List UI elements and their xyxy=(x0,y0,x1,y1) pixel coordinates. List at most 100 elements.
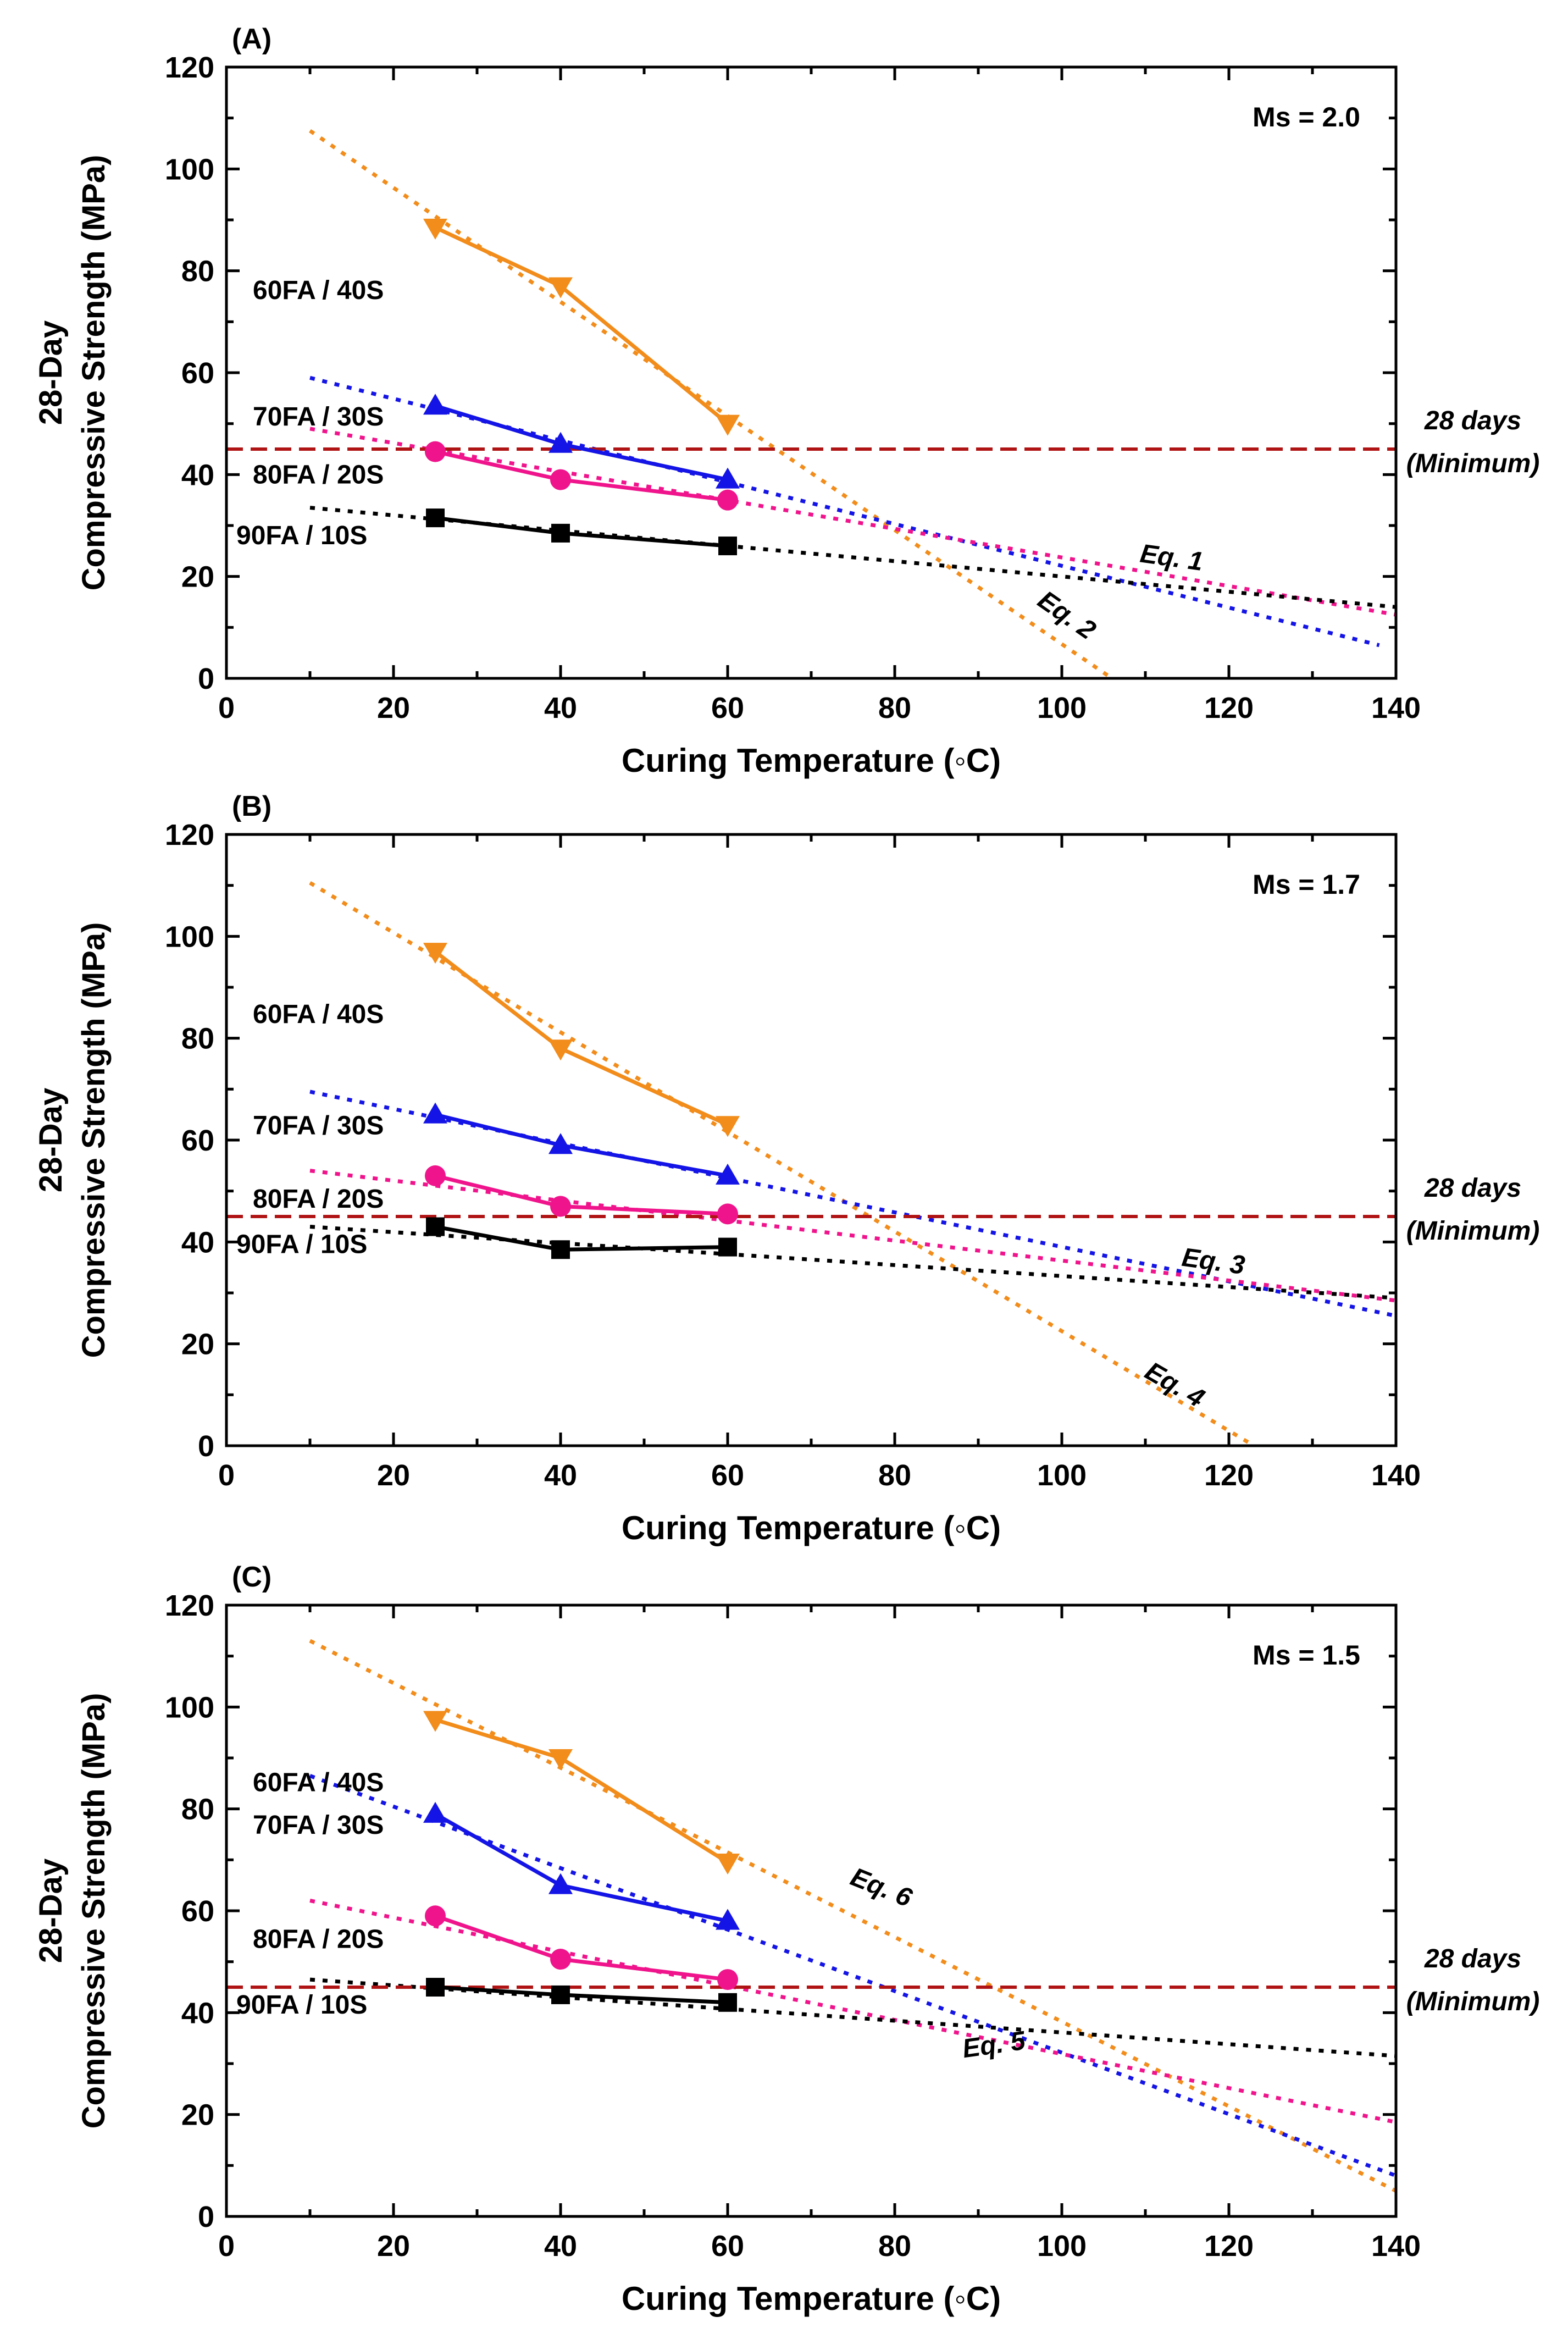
x-tick-label: 140 xyxy=(1371,2230,1421,2263)
data-point xyxy=(548,1749,573,1770)
x-tick-label: 80 xyxy=(878,692,911,725)
x-tick-label: 100 xyxy=(1037,1459,1087,1492)
series-line xyxy=(434,225,729,425)
series-label: 60FA / 40S xyxy=(253,1000,384,1029)
data-point xyxy=(423,943,447,964)
fit-line xyxy=(309,1639,1396,2193)
ms-label: Ms = 2.0 xyxy=(1253,102,1360,132)
data-point xyxy=(426,508,445,528)
data-point xyxy=(551,1240,570,1259)
x-tick-label: 120 xyxy=(1204,2230,1254,2263)
data-point xyxy=(423,1711,447,1732)
data-point xyxy=(716,1909,740,1930)
reference-label-minimum: (Minimum) xyxy=(1406,1216,1540,1246)
fit-lines xyxy=(309,129,1396,678)
x-tick-label: 40 xyxy=(544,692,577,725)
data-point xyxy=(550,1949,571,1970)
plot-frame xyxy=(225,1603,1398,2218)
data-point xyxy=(717,1203,738,1225)
data-point xyxy=(426,1217,445,1236)
y-tick-label: 100 xyxy=(165,153,214,186)
panel-1: 0 20 40 60 80 100 120 140 0 20 40 60 80 100 120 60FA / … xyxy=(33,23,1539,779)
fit-lines xyxy=(309,1639,1396,2193)
equation-label: Eq. 6 xyxy=(846,1862,916,1913)
x-tick-label: 140 xyxy=(1371,692,1421,725)
x-tick-label: 60 xyxy=(711,692,744,725)
data-point xyxy=(718,1237,737,1257)
data-point xyxy=(718,537,737,556)
ms-label: Ms = 1.7 xyxy=(1253,869,1360,900)
x-axis-title: Curing Temperature (◦C) xyxy=(622,1509,1001,1546)
y-tick-label: 0 xyxy=(198,2200,214,2233)
series-line xyxy=(434,1914,728,1982)
y-tick-label: 120 xyxy=(165,819,214,851)
y-tick-label: 100 xyxy=(165,1691,214,1724)
equation-label: Eq. 4 xyxy=(1140,1357,1209,1413)
data-point xyxy=(425,441,446,462)
x-tick-label: 0 xyxy=(218,1459,235,1492)
series-line xyxy=(435,1174,728,1216)
series-line xyxy=(435,1985,728,2005)
reference-label: 28 days xyxy=(1424,1174,1521,1203)
data-point xyxy=(716,1116,740,1137)
x-tick-label: 120 xyxy=(1204,692,1254,725)
reference-label: 28 days xyxy=(1424,406,1521,435)
y-tick-label: 20 xyxy=(181,1328,214,1361)
data-point xyxy=(717,489,738,511)
series-label: 80FA / 20S xyxy=(253,1185,384,1214)
y-tick-label: 20 xyxy=(181,561,214,594)
fit-line xyxy=(309,1899,1396,2124)
ms-label: Ms = 1.5 xyxy=(1253,1640,1360,1671)
fit-line xyxy=(309,1169,1396,1303)
series-label: 90FA / 10S xyxy=(236,1990,367,2020)
x-tick-label: 100 xyxy=(1037,2230,1087,2263)
x-tick-label: 40 xyxy=(544,1459,577,1492)
panel-3: 0 20 40 60 80 100 120 140 0 20 40 60 80 100 120 60FA / … xyxy=(33,1561,1539,2317)
x-axis-title: Curing Temperature (◦C) xyxy=(622,742,1001,779)
reference-label: 28 days xyxy=(1424,1944,1521,1973)
fit-lines xyxy=(309,881,1396,1446)
data-point xyxy=(425,1165,446,1186)
data-point xyxy=(423,218,447,240)
y-axis-title-line1: 28-Day xyxy=(33,1859,69,1963)
equation-label: Eq. 5 xyxy=(961,2026,1028,2064)
fit-line xyxy=(309,129,1113,678)
y-tick-label: 80 xyxy=(181,255,214,288)
y-tick-label: 60 xyxy=(181,1895,214,1928)
y-tick-label: 80 xyxy=(181,1022,214,1055)
data-point xyxy=(548,432,573,453)
y-tick-label: 0 xyxy=(198,1430,214,1463)
data-point xyxy=(716,1163,740,1185)
series-line xyxy=(435,450,728,502)
data-point xyxy=(716,414,740,436)
y-tick-label: 100 xyxy=(165,920,214,953)
x-tick-label: 140 xyxy=(1371,1459,1421,1492)
series-label: 70FA / 30S xyxy=(253,402,384,432)
x-tick-label: 40 xyxy=(544,2230,577,2263)
series-label: 90FA / 10S xyxy=(236,521,367,550)
series-label: 70FA / 30S xyxy=(253,1112,384,1141)
series-line xyxy=(434,403,728,482)
series-label: 90FA / 10S xyxy=(236,1230,367,1259)
y-axis-title-line2: Compressive Strength (MPa) xyxy=(76,155,112,591)
x-tick-label: 0 xyxy=(218,692,235,725)
y-tick-label: 40 xyxy=(181,458,214,491)
series-label: 80FA / 20S xyxy=(253,1925,384,1954)
panel-2: 0 20 40 60 80 100 120 140 0 20 40 60 80 100 120 60FA / … xyxy=(33,790,1539,1546)
y-tick-label: 80 xyxy=(181,1793,214,1826)
data-point xyxy=(548,1039,573,1061)
x-tick-label: 60 xyxy=(711,2230,744,2263)
data-point xyxy=(717,1969,738,1990)
x-axis-title: Curing Temperature (◦C) xyxy=(622,2280,1001,2317)
y-tick-label: 120 xyxy=(165,51,214,84)
data-point xyxy=(716,467,740,489)
data-point xyxy=(548,1133,573,1154)
series-line xyxy=(435,1225,728,1252)
series-label: 70FA / 30S xyxy=(253,1811,384,1840)
x-tick-label: 80 xyxy=(878,1459,911,1492)
y-tick-label: 0 xyxy=(198,662,214,695)
fit-line xyxy=(309,881,1255,1446)
plot-frame xyxy=(225,65,1398,680)
data-point xyxy=(425,1905,446,1927)
